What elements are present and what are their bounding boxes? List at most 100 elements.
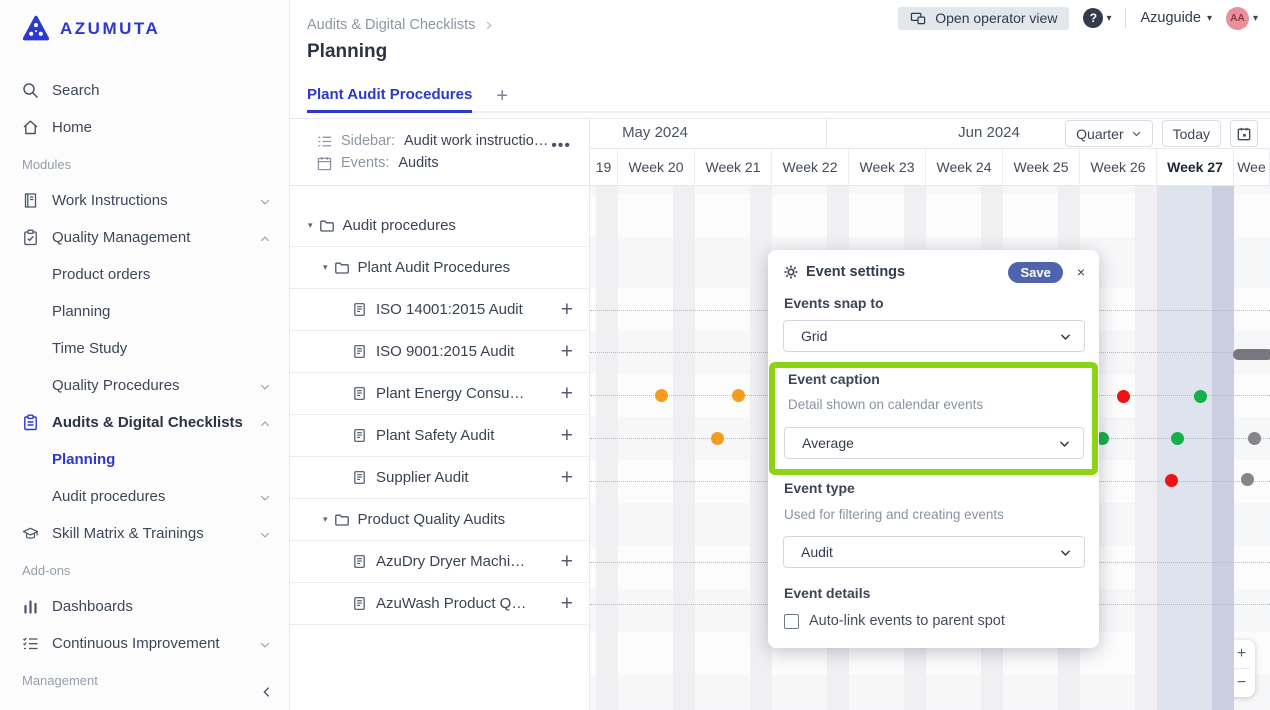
tree-spot-azudry-dryer-machi[interactable]: AzuDry Dryer Machi… + [290, 541, 589, 583]
document-icon [352, 470, 368, 486]
add-event-button[interactable]: + [560, 465, 573, 489]
sidebar-item-audits-digital-checklists[interactable]: Audits & Digital Checklists [0, 404, 289, 441]
zoom-in-button[interactable]: + [1236, 645, 1247, 662]
tree-spot-iso-9001-2015-audit[interactable]: ISO 9001:2015 Audit + [290, 331, 589, 373]
sidebar-item-label: Home [52, 119, 93, 136]
caption-select[interactable]: Average [784, 427, 1084, 459]
month-label-may-2024: May 2024 [622, 124, 688, 141]
add-tab-button[interactable]: + [496, 85, 508, 107]
sidebar-section-modules: Modules [22, 156, 72, 172]
add-event-button[interactable]: + [560, 339, 573, 363]
event-dot-green[interactable] [1170, 431, 1184, 445]
caret-down-icon[interactable]: ▾ [323, 514, 328, 524]
sidebar-item-skill-matrix-trainings[interactable]: Skill Matrix & Trainings [0, 515, 289, 552]
event-bar-gray[interactable] [1233, 349, 1270, 360]
chevron-right-icon [487, 21, 492, 29]
snap-select[interactable]: Grid [783, 320, 1085, 352]
panel-sidebar-label: Sidebar: [341, 133, 396, 149]
tree-row-label: Plant Audit Procedures [357, 259, 511, 276]
breadcrumb-parent[interactable]: Audits & Digital Checklists [307, 17, 476, 33]
panel-events-value: Audits [398, 155, 439, 171]
event-settings-modal: Event settings Save × Events snap to Gri… [768, 250, 1099, 648]
chevron-down-icon [259, 638, 271, 650]
sidebar-item-planning[interactable]: Planning [0, 293, 289, 330]
sidebar-item-product-orders[interactable]: Product orders [0, 256, 289, 293]
help-menu[interactable]: ? ▾ [1083, 8, 1111, 28]
sidebar-item-audit-procedures[interactable]: Audit procedures [0, 478, 289, 515]
sidebar-item-continuous-improvement[interactable]: Continuous Improvement [0, 625, 289, 662]
add-event-button[interactable]: + [560, 423, 573, 447]
document-icon [352, 344, 368, 360]
folder-icon [319, 218, 335, 234]
autolink-checkbox[interactable] [784, 613, 799, 629]
calendar-controls: Quarter Today [1065, 120, 1258, 147]
add-event-button[interactable]: + [560, 297, 573, 321]
sidebar-item-search[interactable]: Search [0, 72, 289, 109]
user-menu[interactable]: AA ▾ [1225, 6, 1258, 30]
sidebar-item-label: Search [52, 82, 100, 99]
tree-folder-product-quality-audits[interactable]: ▾ Product Quality Audits [290, 499, 589, 541]
org-menu[interactable]: Azuguide ▾ [1140, 10, 1212, 26]
graduation-cap-icon [22, 525, 39, 542]
range-select[interactable]: Quarter [1065, 120, 1153, 147]
tree-spot-supplier-audit[interactable]: Supplier Audit + [290, 457, 589, 499]
caret-down-icon[interactable]: ▾ [323, 262, 328, 272]
tree-spot-iso-14001-2015-audit[interactable]: ISO 14001:2015 Audit + [290, 289, 589, 331]
sidebar-collapse-button[interactable] [255, 680, 279, 704]
current-week-weekend-highlight [1212, 186, 1234, 710]
caret-down-icon[interactable]: ▾ [308, 220, 313, 230]
event-dot-orange[interactable] [731, 388, 745, 402]
tree-folder-plant-audit-procedures[interactable]: ▾ Plant Audit Procedures [290, 247, 589, 289]
tree-row-label: Supplier Audit [376, 469, 469, 486]
sidebar-item-time-study[interactable]: Time Study [0, 330, 289, 367]
zoom-out-button[interactable]: − [1236, 674, 1247, 691]
tree-row-label: AzuWash Product Q… [376, 595, 527, 612]
tree-spot-plant-energy-consu[interactable]: Plant Energy Consu… + [290, 373, 589, 415]
zoom-divider [1233, 668, 1250, 669]
today-button[interactable]: Today [1161, 120, 1221, 147]
tree-spot-plant-safety-audit[interactable]: Plant Safety Audit + [290, 415, 589, 457]
chevron-up-icon [259, 232, 271, 244]
add-event-button[interactable]: + [560, 381, 573, 405]
tree-spot-azuwash-product-q[interactable]: AzuWash Product Q… + [290, 583, 589, 625]
sidebar-item-quality-management[interactable]: Quality Management [0, 219, 289, 256]
event-dot-orange[interactable] [654, 388, 668, 402]
week-header-week-27: Week 27 [1157, 149, 1234, 185]
modal-title-text: Event settings [806, 264, 906, 280]
event-dot-orange[interactable] [710, 431, 724, 445]
month-label-jun-2024: Jun 2024 [958, 124, 1020, 141]
event-dot-red[interactable] [1164, 473, 1178, 487]
week-header-week-26: Week 26 [1080, 149, 1157, 185]
date-picker-button[interactable] [1230, 120, 1258, 147]
type-select[interactable]: Audit [783, 536, 1085, 568]
sidebar-item-planning[interactable]: Planning [0, 441, 289, 478]
document-icon [352, 428, 368, 444]
modal-title: Event settings [784, 264, 905, 280]
sidebar-item-work-instructions[interactable]: Work Instructions [0, 182, 289, 219]
gear-icon [784, 265, 798, 279]
event-dot-gray[interactable] [1240, 472, 1254, 486]
event-dot-green[interactable] [1193, 389, 1207, 403]
week-header-week-25: Week 25 [1003, 149, 1080, 185]
breadcrumb: Audits & Digital Checklists [307, 17, 494, 33]
sidebar-item-dashboards[interactable]: Dashboards [0, 588, 289, 625]
sidebar-item-home[interactable]: Home [0, 109, 289, 146]
week-header-wee: Wee [1234, 149, 1270, 185]
open-operator-view-button[interactable]: Open operator view [898, 6, 1070, 30]
tree-folder-audit-procedures[interactable]: ▾ Audit procedures [290, 205, 589, 247]
caption-label: Event caption [788, 371, 880, 387]
month-divider [826, 119, 827, 148]
sidebar-item-quality-procedures[interactable]: Quality Procedures [0, 367, 289, 404]
event-dot-gray[interactable] [1247, 431, 1261, 445]
event-dot-red[interactable] [1116, 389, 1130, 403]
add-event-button[interactable]: + [560, 591, 573, 615]
chevron-left-icon [263, 687, 270, 697]
add-event-button[interactable]: + [560, 549, 573, 573]
calendar-icon [1237, 127, 1251, 140]
org-name: Azuguide [1140, 10, 1201, 26]
chevron-down-icon [1132, 131, 1140, 137]
panel-more-menu[interactable]: ••• [551, 137, 571, 154]
save-button[interactable]: Save [1008, 261, 1063, 283]
close-icon[interactable]: × [1076, 264, 1085, 280]
tab-plant-audit-procedures[interactable]: Plant Audit Procedures [307, 86, 473, 113]
